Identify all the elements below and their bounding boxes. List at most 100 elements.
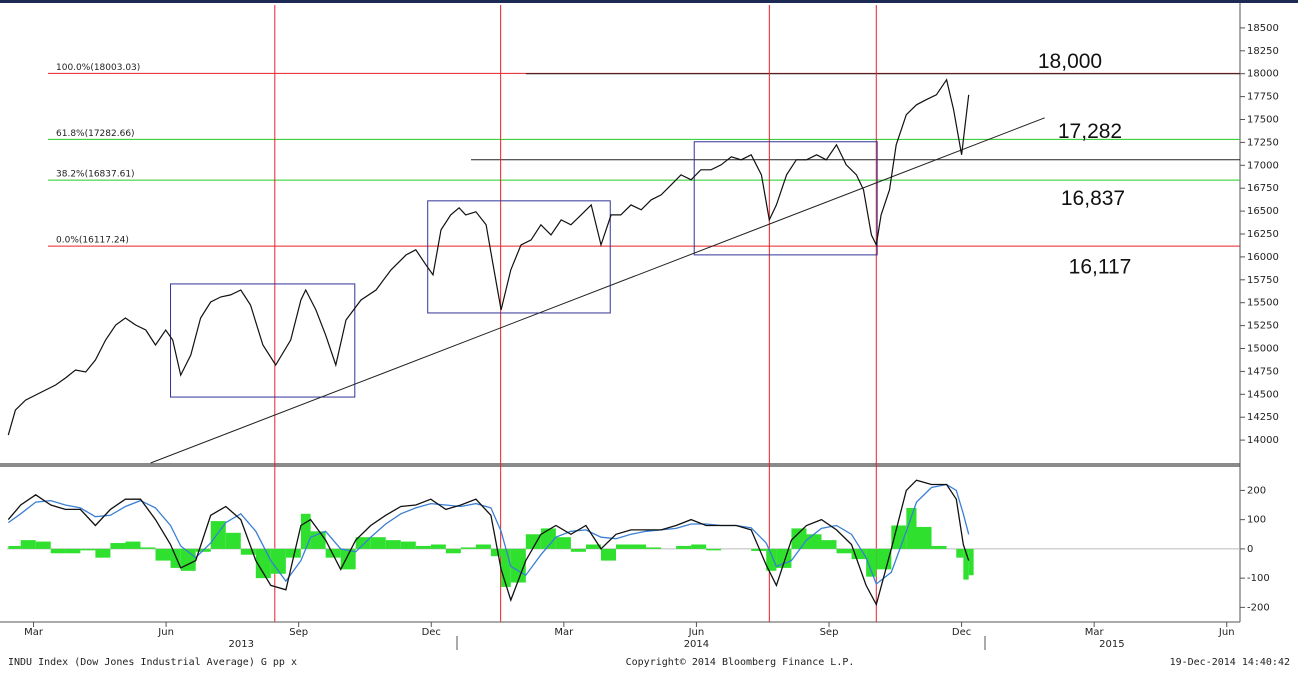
histogram-bar <box>525 534 541 549</box>
histogram-bar <box>706 548 722 551</box>
histogram-bar <box>866 548 877 577</box>
histogram-bar <box>776 548 792 568</box>
histogram-bar <box>490 548 502 557</box>
y-tick-label: 17750 <box>1247 92 1279 103</box>
y-tick-label: 16000 <box>1247 252 1279 263</box>
histogram-bar <box>691 544 707 549</box>
histogram-bar <box>851 548 867 560</box>
histogram-bar <box>475 544 491 549</box>
level-label: 16,117 <box>1069 256 1132 279</box>
histogram-bar <box>50 548 66 554</box>
y-tick-label: 17250 <box>1247 137 1279 148</box>
y-tick-label: 16750 <box>1247 183 1279 194</box>
footer-right: 19-Dec-2014 14:40:42 <box>1170 657 1290 668</box>
histogram-bar <box>555 537 571 549</box>
y-tick-label: 14250 <box>1247 412 1279 423</box>
y-tick-label: 18250 <box>1247 46 1279 57</box>
histogram-bar <box>540 528 556 549</box>
histogram-bar <box>340 548 356 570</box>
histogram-bar <box>460 547 476 549</box>
y-tick-label: 200 <box>1247 485 1266 496</box>
histogram-bar <box>631 544 647 549</box>
histogram-bar <box>676 545 692 549</box>
histogram-bar <box>836 548 852 554</box>
trend-line <box>150 117 1045 464</box>
histogram-bar <box>170 548 181 568</box>
y-tick-label: 14000 <box>1247 435 1279 446</box>
histogram-bar <box>125 541 141 549</box>
range-box <box>170 283 356 398</box>
y-tick-label: 17000 <box>1247 160 1279 171</box>
histogram-bar <box>501 548 511 587</box>
fib-label: 100.0%(18003.03) <box>56 63 140 73</box>
histogram-bar <box>806 534 822 549</box>
y-tick-label: 0 <box>1247 544 1253 555</box>
y-tick-label: 14500 <box>1247 389 1279 400</box>
histogram-bar <box>255 548 271 579</box>
histogram-bar <box>963 548 969 580</box>
x-tick-label: Jun <box>1218 627 1235 638</box>
range-box <box>693 141 878 256</box>
y-tick-label: 15750 <box>1247 275 1279 286</box>
histogram-bar <box>8 545 21 549</box>
x-tick-label: Dec <box>422 627 441 638</box>
y-tick-label: -100 <box>1247 573 1270 584</box>
year-label: 2015 <box>1099 639 1124 650</box>
histogram-bar <box>370 537 386 549</box>
fib-label: 0.0%(16117.24) <box>56 236 129 246</box>
histogram-bar <box>821 540 837 549</box>
footer-center: Copyright© 2014 Bloomberg Finance L.P. <box>626 657 855 668</box>
histogram-bar <box>415 545 431 549</box>
level-label: 16,837 <box>1061 187 1125 210</box>
histogram-bar <box>968 548 974 576</box>
x-tick-label: Sep <box>289 627 308 638</box>
histogram-bar <box>80 548 96 551</box>
x-tick-label: Jun <box>688 627 705 638</box>
level-label: 18,000 <box>1038 50 1102 73</box>
fib-label: 38.2%(16837.61) <box>56 170 135 180</box>
year-label: 2014 <box>684 639 709 650</box>
histogram-bar <box>240 548 256 555</box>
x-tick-label: Sep <box>820 627 839 638</box>
x-tick-label: Mar <box>24 627 44 638</box>
histogram-bar <box>751 548 767 551</box>
histogram-bar <box>906 507 917 549</box>
y-tick-label: 15250 <box>1247 321 1279 332</box>
histogram-bar <box>20 540 36 549</box>
y-tick-label: 17500 <box>1247 115 1279 126</box>
y-tick-label: 16250 <box>1247 229 1279 240</box>
histogram-bar <box>270 548 286 574</box>
histogram-bar <box>646 547 662 549</box>
histogram-bar <box>65 548 81 554</box>
panel-separator <box>0 463 1240 467</box>
macd-line <box>7 483 970 586</box>
histogram-bar <box>600 548 616 561</box>
histogram-bar <box>400 541 416 549</box>
histogram-bar <box>766 548 777 571</box>
price-line <box>7 78 970 436</box>
histogram-bar <box>110 543 126 549</box>
y-tick-label: 15000 <box>1247 344 1279 355</box>
range-box <box>427 200 611 314</box>
fib-label: 61.8%(17282.66) <box>56 129 135 139</box>
histogram-bar <box>931 545 947 549</box>
x-tick-label: Jun <box>157 627 174 638</box>
histogram-bar <box>615 544 632 549</box>
histogram-bar <box>225 532 241 549</box>
histogram-bar <box>95 548 111 558</box>
level-label: 17,282 <box>1058 120 1122 143</box>
histogram-bar <box>285 548 301 558</box>
histogram-bar <box>35 541 51 549</box>
y-tick-label: 16500 <box>1247 206 1279 217</box>
histogram-bar <box>510 548 526 583</box>
y-tick-label: 100 <box>1247 515 1266 526</box>
x-tick-label: Mar <box>554 627 574 638</box>
footer-left: INDU Index (Dow Jones Industrial Average… <box>8 657 297 668</box>
y-tick-label: 15500 <box>1247 298 1279 309</box>
histogram-bar <box>140 547 156 549</box>
macd-line <box>7 479 970 607</box>
histogram-bar <box>570 548 586 552</box>
x-tick-label: Mar <box>1085 627 1105 638</box>
histogram-bar <box>956 548 964 558</box>
